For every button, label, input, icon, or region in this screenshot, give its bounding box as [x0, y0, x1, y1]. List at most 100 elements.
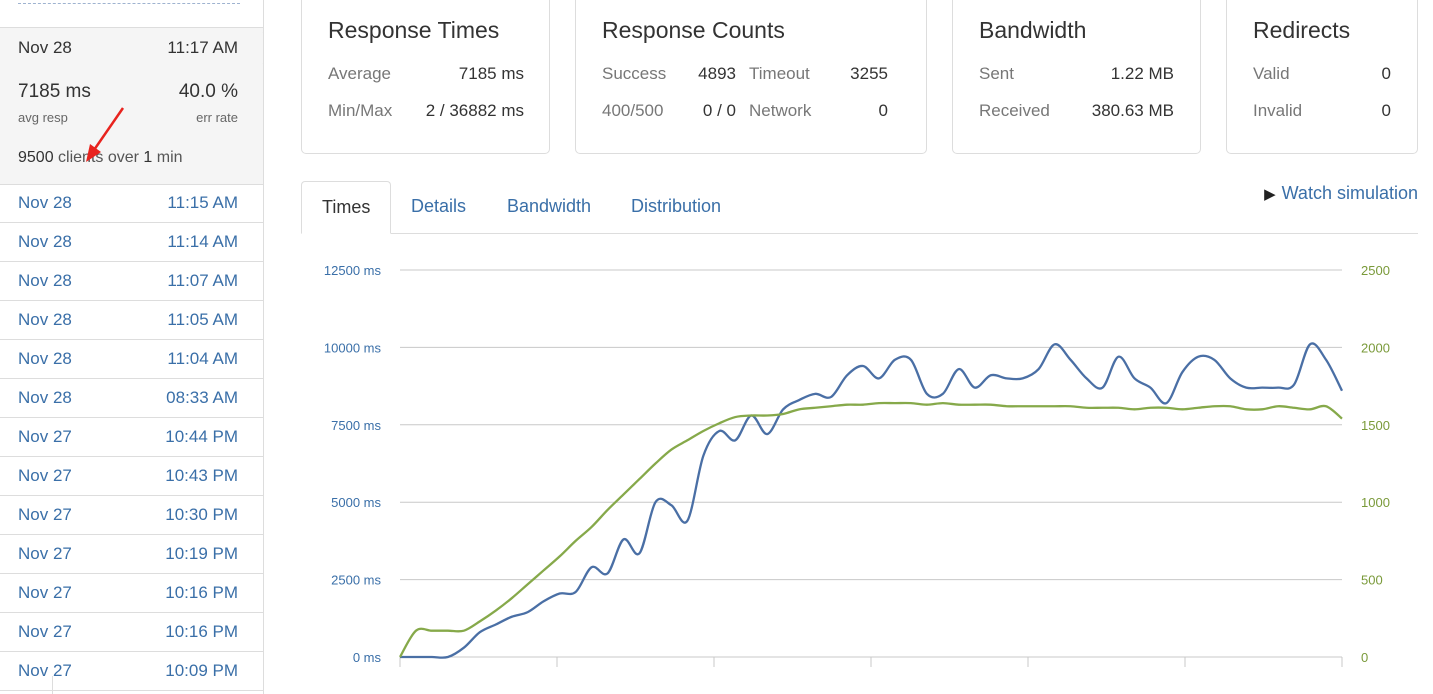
current-run-summary[interactable]: Nov 28 11:17 AM 7185 ms avg resp 40.0 % … [0, 27, 263, 185]
run-time: 11:05 AM [167, 310, 238, 329]
run-date: Nov 28 [18, 388, 72, 407]
invalid-label: Invalid [1253, 101, 1303, 120]
success-value: 4893 [698, 64, 736, 83]
valid-label: Valid [1253, 64, 1290, 83]
redirects-card: Redirects Valid 0 Invalid 0 [1226, 0, 1418, 154]
run-list-item[interactable]: Nov 28 11:14 AM [0, 223, 263, 262]
run-list-item[interactable]: Nov 28 11:04 AM [0, 340, 263, 379]
chart-tabs: Times Details Bandwidth Distribution [301, 181, 1418, 234]
run-list-item[interactable]: Nov 27 10:43 PM [0, 457, 263, 496]
run-list-item[interactable]: Nov 27 10:16 PM [0, 613, 263, 652]
run-list-item[interactable]: Nov 28 11:05 AM [0, 301, 263, 340]
right-axis-tick-label: 1500 [1361, 418, 1390, 433]
play-icon: ▶ [1264, 186, 1276, 203]
card-title: Response Times [328, 17, 500, 43]
response-time-series-line [399, 342, 1344, 659]
minmax-label: Min/Max [328, 101, 393, 120]
minmax-value: 2 / 36882 ms [425, 101, 524, 120]
right-axis-tick-label: 2000 [1361, 340, 1390, 355]
selected-run-pointer-icon [262, 32, 263, 64]
run-date: Nov 28 [18, 232, 72, 251]
run-date: Nov 27 [18, 583, 72, 602]
average-label: Average [328, 64, 392, 83]
err-rate-value: 40.0 % [178, 81, 238, 102]
success-label: Success [602, 64, 667, 83]
watch-simulation-link[interactable]: ▶ Watch simulation [1264, 183, 1418, 204]
clients-count: 9500 [18, 149, 54, 166]
network-value: 0 [878, 101, 888, 120]
left-axis-tick-label: 0 ms [353, 650, 382, 665]
run-time: 10:16 PM [165, 622, 238, 641]
left-axis-tick-label: 5000 ms [331, 495, 381, 510]
run-list: Nov 28 11:15 AM Nov 28 11:14 AM Nov 28 11:07 … [0, 184, 263, 691]
left-axis-tick-label: 12500 ms [324, 263, 382, 278]
run-list-item[interactable]: Nov 27 10:44 PM [0, 418, 263, 457]
run-date: Nov 28 [18, 349, 72, 368]
clients-series-line [399, 401, 1343, 658]
tab-times[interactable]: Times [301, 181, 392, 234]
card-title: Redirects [1253, 17, 1351, 43]
run-list-item[interactable]: Nov 27 10:19 PM [0, 535, 263, 574]
run-time: 08:33 AM [166, 388, 238, 407]
network-label: Network [749, 101, 812, 120]
run-date: Nov 28 [18, 271, 72, 290]
right-axis-tick-label: 2500 [1361, 263, 1390, 278]
run-time: 10:19 PM [165, 544, 238, 563]
tab-details[interactable]: Details [411, 196, 467, 216]
run-date: Nov 27 [18, 622, 72, 641]
watch-simulation-label: Watch simulation [1281, 183, 1418, 203]
card-title: Response Counts [602, 17, 785, 43]
run-date: Nov 27 [18, 544, 72, 563]
invalid-value: 0 [1381, 101, 1391, 120]
left-axis-tick-label: 10000 ms [324, 340, 382, 355]
run-date: Nov 27 [18, 661, 72, 680]
errors-value: 0 / 0 [702, 101, 736, 120]
run-time: 10:09 PM [165, 661, 238, 680]
average-value: 7185 ms [458, 64, 524, 83]
run-date: Nov 27 [18, 505, 72, 524]
divider [52, 676, 53, 694]
run-history-sidebar: Nov 28 11:17 AM 7185 ms avg resp 40.0 % … [0, 0, 264, 694]
duration-unit: min [152, 149, 183, 166]
run-list-item[interactable]: Nov 28 11:07 AM [0, 262, 263, 301]
timeout-label: Timeout [749, 64, 810, 83]
run-time: 10:16 PM [165, 583, 238, 602]
bandwidth-card: Bandwidth Sent 1.22 MB Received 380.63 M… [952, 0, 1201, 154]
run-time: 10:44 PM [165, 427, 238, 446]
errors-label: 400/500 [602, 101, 664, 120]
received-label: Received [979, 101, 1050, 120]
tab-distribution[interactable]: Distribution [631, 196, 722, 216]
avg-resp-value: 7185 ms [18, 81, 91, 102]
card-title: Bandwidth [979, 17, 1087, 43]
run-date: Nov 27 [18, 427, 72, 446]
right-axis-tick-label: 500 [1361, 573, 1383, 588]
right-axis-tick-label: 1000 [1361, 495, 1390, 510]
run-list-item[interactable]: Nov 27 10:09 PM [0, 652, 263, 691]
scroll-fade [18, 0, 240, 4]
run-date: Nov 28 [18, 193, 72, 212]
current-run-time: 11:17 AM [167, 38, 238, 57]
run-time: 11:07 AM [167, 271, 238, 290]
received-value: 380.63 MB [1091, 101, 1174, 120]
run-time: 10:43 PM [165, 466, 238, 485]
run-time: 11:14 AM [167, 232, 238, 251]
left-axis-tick-label: 2500 ms [331, 573, 381, 588]
response-counts-card: Response Counts Success 4893 Timeout 325… [575, 0, 927, 154]
timeout-value: 3255 [850, 64, 888, 83]
run-time: 10:30 PM [165, 505, 238, 524]
tab-bandwidth[interactable]: Bandwidth [507, 196, 592, 216]
run-time: 11:15 AM [167, 193, 238, 212]
run-date: Nov 27 [18, 466, 72, 485]
response-times-chart: 0 ms 0 2500 ms 500 5000 ms 1000 7500 ms 1500 100… [324, 263, 1390, 667]
run-list-item[interactable]: Nov 27 10:30 PM [0, 496, 263, 535]
run-list-item[interactable]: Nov 27 10:16 PM [0, 574, 263, 613]
sent-label: Sent [979, 64, 1014, 83]
valid-value: 0 [1381, 64, 1391, 83]
clients-mid-text: clients over [53, 149, 144, 166]
current-run-date: Nov 28 [18, 38, 72, 57]
run-list-item[interactable]: Nov 28 08:33 AM [0, 379, 263, 418]
duration-value: 1 [143, 149, 153, 166]
run-time: 11:04 AM [167, 349, 238, 368]
response-times-card: Response Times Average 7185 ms Min/Max 2… [301, 0, 550, 154]
run-list-item[interactable]: Nov 28 11:15 AM [0, 184, 263, 223]
